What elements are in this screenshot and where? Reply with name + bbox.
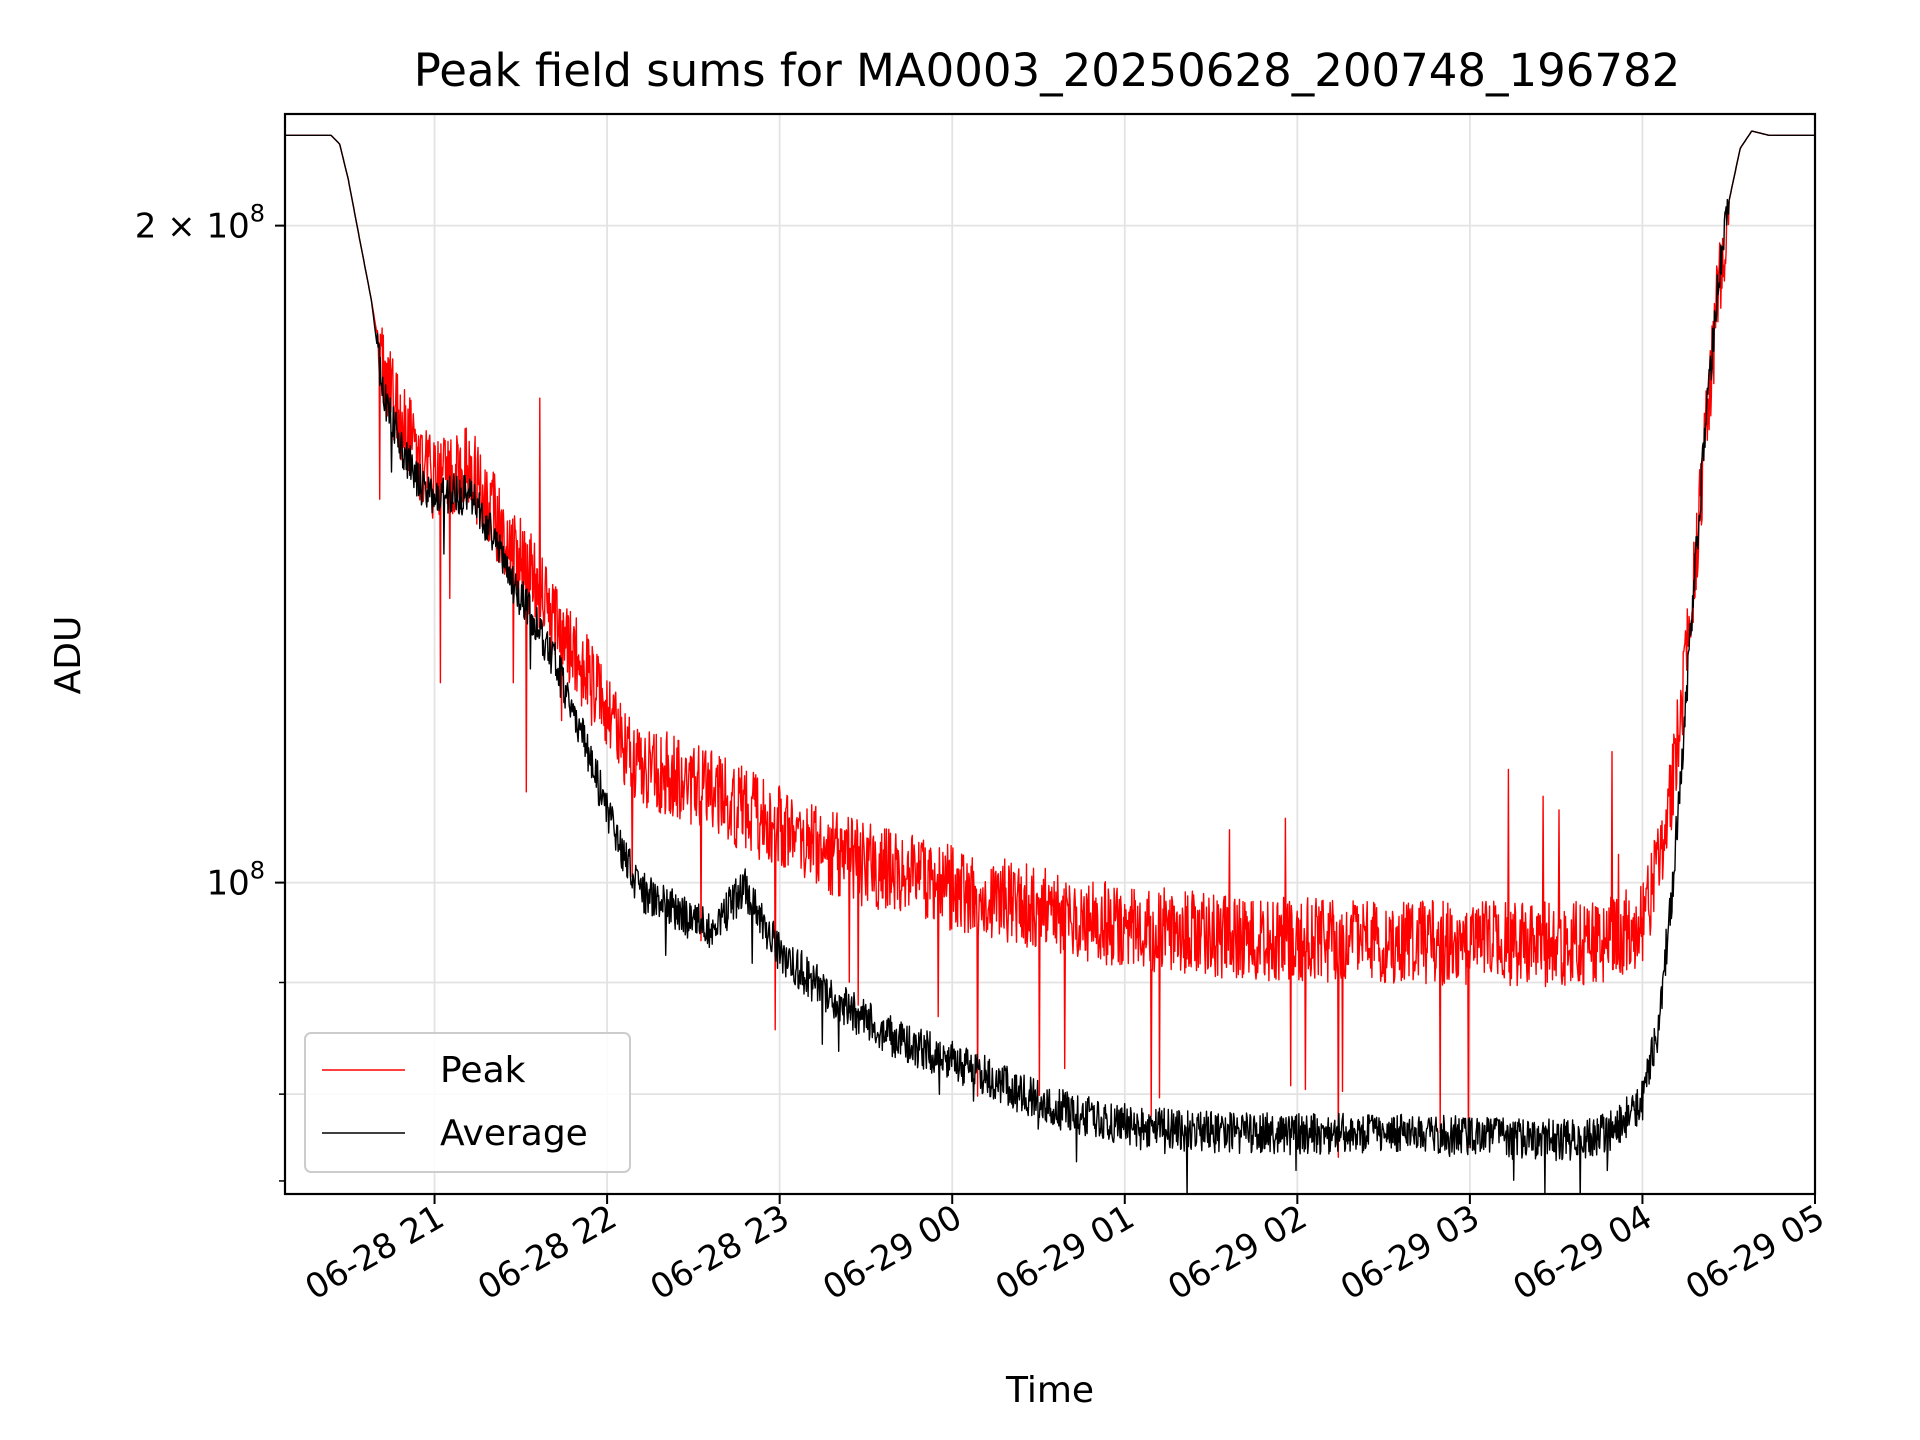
x-axis-label: Time bbox=[1005, 1370, 1094, 1411]
series-line-average bbox=[285, 130, 1815, 1194]
series-layer bbox=[285, 130, 1815, 1194]
y-tick-label: 108 bbox=[206, 857, 265, 904]
legend-label-average: Average bbox=[440, 1113, 588, 1154]
legend-label-peak: Peak bbox=[440, 1050, 526, 1091]
y-axis-label: ADU bbox=[48, 616, 89, 695]
legend: Peak Average bbox=[304, 1032, 631, 1173]
series-line-peak bbox=[285, 130, 1815, 1159]
y-tick-label: 2 × 108 bbox=[135, 200, 265, 247]
legend-box bbox=[304, 1032, 631, 1173]
chart-title: Peak field sums for MA0003_20250628_2007… bbox=[414, 44, 1681, 97]
plot-frame bbox=[283, 112, 1817, 1196]
